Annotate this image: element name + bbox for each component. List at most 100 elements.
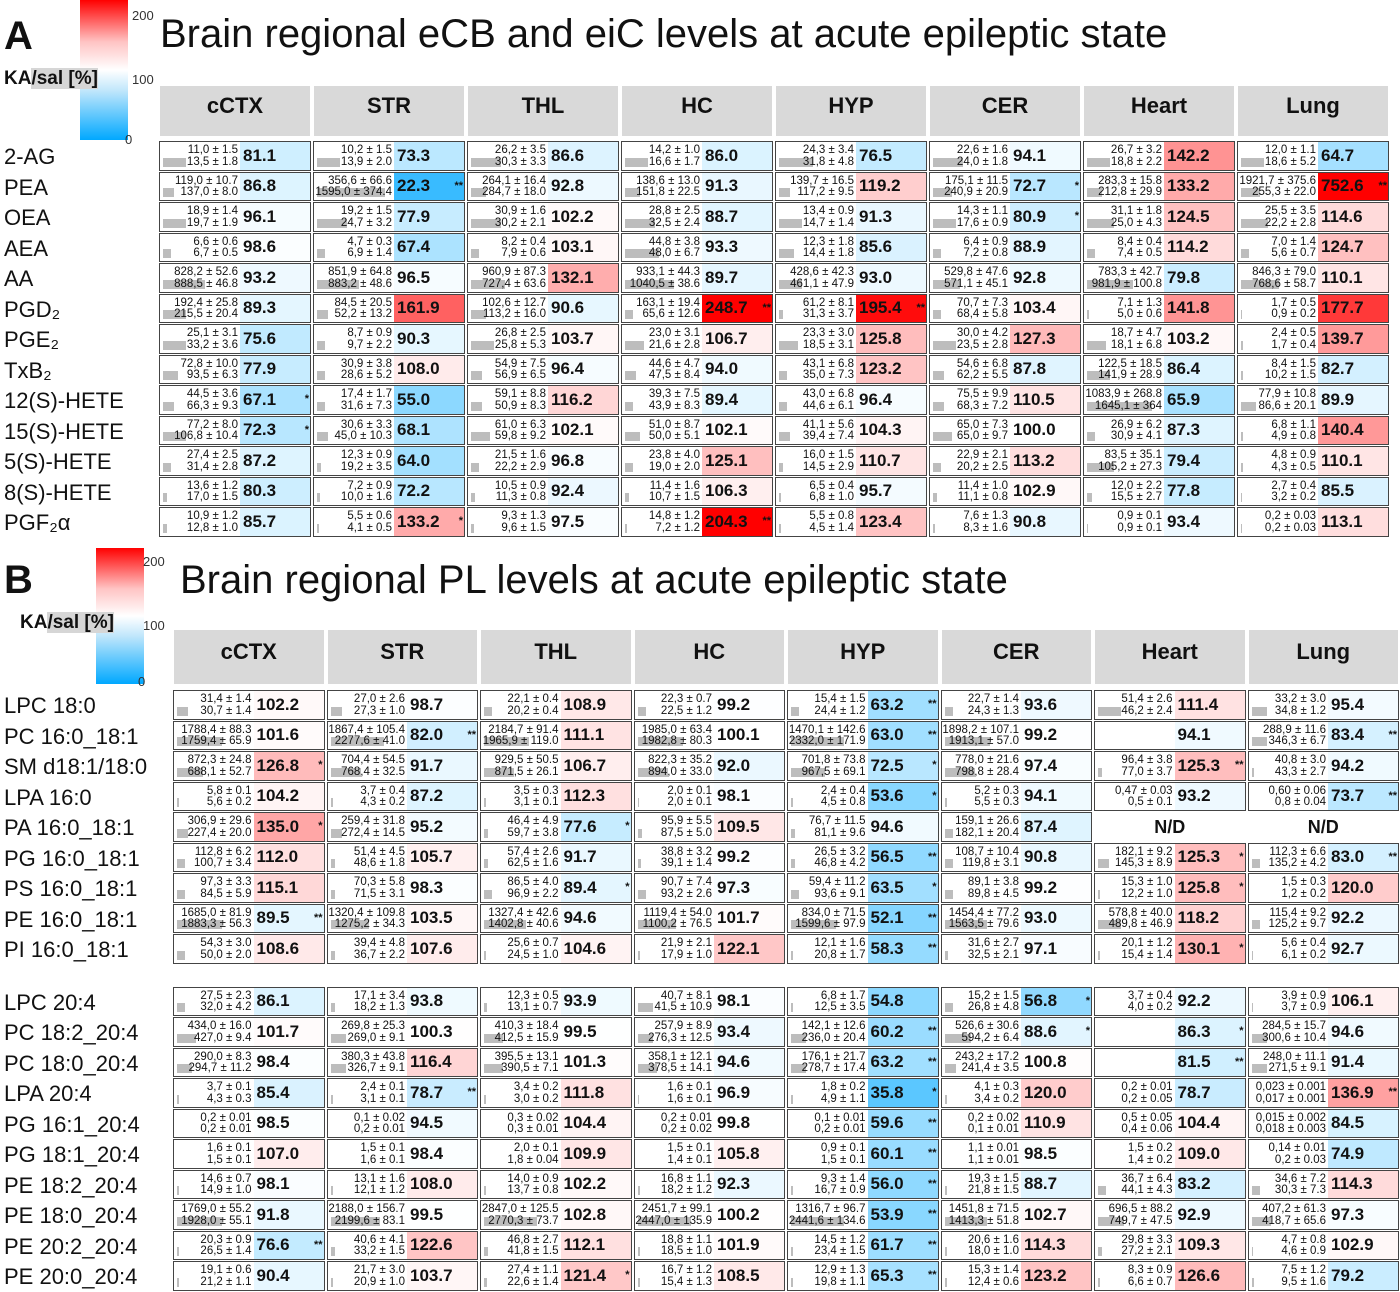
ka-value: 34,6 ± 7.2: [1275, 1173, 1326, 1185]
mean-bar: [484, 707, 492, 716]
scale-label-rest: /sal [%]: [47, 612, 114, 633]
ratio-value: 99.5: [561, 1018, 631, 1046]
ratio-value: 98.1: [714, 988, 784, 1016]
ratio-value: 90.6: [548, 295, 618, 323]
ratio-text: 87.4: [1024, 817, 1057, 837]
ka-value: 25,6 ± 0.7: [507, 937, 558, 949]
ratio-text: 98.1: [717, 991, 750, 1011]
ratio-text: 67.1: [243, 390, 276, 410]
significance-mark: *: [932, 759, 936, 771]
ratio-value: 86.1: [254, 988, 324, 1016]
ka-value: 159,1 ± 26.6: [955, 815, 1019, 827]
ratio-value: 142.2: [1164, 142, 1234, 170]
ka-value: 12,3 ± 1.8: [803, 236, 854, 248]
sal-value: 4,1 ± 0.5: [347, 522, 392, 534]
ratio-value: 86.0: [702, 142, 772, 170]
ratio-text: 86.8: [243, 176, 276, 196]
ratio-value: 105.8: [714, 1140, 784, 1168]
sal-value: 4,9 ± 0.8: [1271, 430, 1316, 442]
ratio-value: 99.8: [714, 1110, 784, 1138]
ratio-text: 99.2: [1024, 878, 1057, 898]
ratio-text: 89.3: [243, 298, 276, 318]
sal-value: 3,0 ± 0.2: [514, 1093, 559, 1105]
ka-value: 46,8 ± 2.7: [507, 1234, 558, 1246]
mean-bar: [625, 310, 633, 319]
ka-value: 14,0 ± 0.9: [507, 1173, 558, 1185]
sal-value: 1100,2 ± 76.5: [643, 918, 712, 930]
ratio-text: 68.1: [397, 420, 430, 440]
ratio-text: 56.8: [1024, 991, 1057, 1011]
row-label: PC 18:0_20:4: [4, 1050, 139, 1079]
row-label: PE 16:0_18:1: [4, 906, 137, 935]
sal-value: 93,2 ± 2.6: [661, 888, 712, 900]
ka-value: 122,5 ± 18.5: [1098, 358, 1162, 370]
ka-value: 1685,0 ± 81.9: [181, 907, 251, 919]
column-header-str: STR: [328, 630, 478, 684]
ratio-text: 95.2: [410, 817, 443, 837]
sal-value: 6,6 ± 0.7: [1128, 1276, 1173, 1288]
mean-bar: [638, 798, 639, 807]
mean-bar: [484, 1278, 487, 1287]
ka-value: 1769,0 ± 55.2: [181, 1203, 251, 1215]
ka-value: 138,6 ± 13.0: [636, 175, 700, 187]
sal-value: 20,2 ± 2.5: [957, 461, 1008, 473]
ka-value: 25,1 ± 3.1: [187, 327, 238, 339]
sal-value: 6,9 ± 1.4: [347, 247, 392, 259]
ka-value: 428,6 ± 42.3: [790, 266, 854, 278]
ratio-text: 96.4: [551, 359, 584, 379]
sal-value: 378,5 ± 14.1: [648, 1062, 712, 1074]
sal-value: 52,2 ± 13.2: [335, 308, 392, 320]
mean-bar: [331, 951, 335, 960]
ka-value: 26,5 ± 3.2: [814, 846, 865, 858]
ratio-text: 101.6: [257, 725, 300, 745]
sal-value: 0,2 ± 0.01: [814, 1123, 865, 1135]
sal-value: 12,5 ± 3.5: [814, 1001, 865, 1013]
sal-value: 11,3 ± 0.8: [496, 491, 546, 503]
sal-value: 346,3 ± 6.7: [1269, 735, 1326, 747]
ratio-text: 92.7: [1331, 939, 1364, 959]
sal-value: 22,5 ± 1.2: [661, 705, 712, 717]
ka-value: 14,5 ± 1.2: [814, 1234, 865, 1246]
ratio-value: 88.7: [702, 203, 772, 231]
ratio-value: 107.0: [254, 1140, 324, 1168]
ka-value: 38,8 ± 3.2: [661, 846, 712, 858]
mean-bar: [1098, 1278, 1100, 1287]
ka-value: 25,5 ± 3.5: [1265, 205, 1316, 217]
column-header-thl: THL: [481, 630, 631, 684]
mean-bar: [1252, 920, 1260, 929]
mean-bar: [1252, 768, 1254, 777]
ka-value: 70,7 ± 7.3: [957, 297, 1008, 309]
ratio-value: 95.2: [407, 813, 477, 841]
sal-value: 967,5 ± 69.1: [802, 766, 866, 778]
ratio-value: 119.2: [856, 173, 926, 201]
ka-value: 11,4 ± 1.6: [650, 480, 700, 492]
scale-mid: 100: [143, 618, 165, 633]
significance-mark: *: [1239, 942, 1243, 954]
ka-value: 12,9 ± 1.3: [814, 1264, 865, 1276]
ka-value: 18,9 ± 1.4: [187, 205, 238, 217]
ratio-text: 114.3: [1331, 1174, 1373, 1194]
mean-bar: [331, 1095, 333, 1104]
ka-value: 12,3 ± 0.9: [341, 449, 392, 461]
ratio-text: 752.6: [1321, 176, 1364, 196]
mean-bar: [1241, 432, 1243, 441]
row-label: PG 18:1_20:4: [4, 1141, 140, 1170]
mean-bar: [177, 951, 185, 960]
sal-value: 50,0 ± 2.0: [200, 949, 251, 961]
ratio-text: 104.6: [564, 939, 607, 959]
ratio-text: 92.0: [717, 756, 750, 776]
ratio-value: 91.4: [1328, 1049, 1398, 1077]
ratio-value: 87.3: [1164, 417, 1234, 445]
ratio-value: 89.9: [1318, 386, 1388, 414]
ka-value: 2184,7 ± 91.4: [488, 724, 558, 736]
sal-value: 461,1 ± 47.9: [790, 278, 854, 290]
mean-bar: [1252, 951, 1253, 960]
